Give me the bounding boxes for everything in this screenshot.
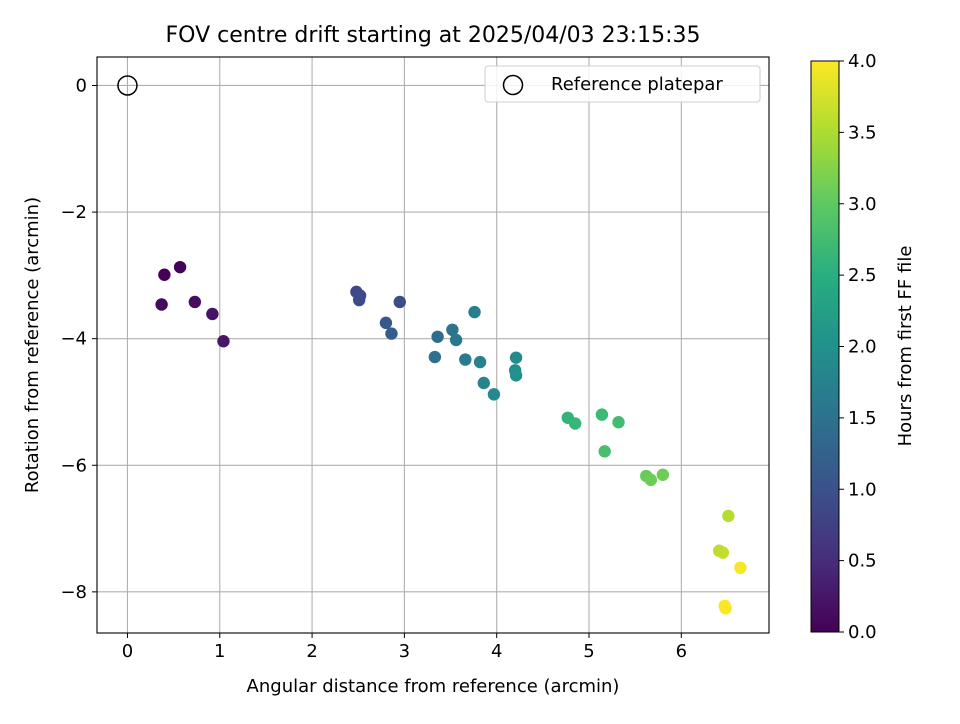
data-point: [379, 316, 393, 330]
data-point: [385, 327, 398, 340]
y-tick-label: 0: [76, 75, 87, 96]
colorbar-tick-label: 2.5: [848, 265, 877, 286]
data-point: [468, 305, 481, 319]
plot-area-frame: [96, 56, 770, 634]
chart-title: FOV centre drift starting at 2025/04/03 …: [166, 23, 701, 48]
x-tick-label: 2: [306, 641, 317, 662]
colorbar-tick-label: 0.0: [848, 622, 877, 643]
data-point: [612, 416, 625, 429]
colorbar-tick-label: 2.0: [848, 337, 877, 358]
data-point: [656, 468, 670, 481]
data-point: [431, 330, 444, 343]
data-point: [449, 333, 463, 347]
x-tick-label: 6: [676, 641, 687, 662]
data-point: [155, 298, 168, 311]
reference-marker: [117, 75, 138, 96]
data-point: [734, 561, 747, 575]
data-point: [217, 335, 230, 348]
data-point: [509, 369, 523, 382]
colorbar-gradient: [810, 60, 840, 633]
data-point: [188, 295, 202, 309]
colorbar-tick-label: 3.5: [848, 122, 877, 143]
y-axis-label: Rotation from reference (arcmin): [22, 197, 43, 493]
y-tick-label: −2: [60, 202, 87, 223]
data-point: [428, 350, 442, 364]
data-point: [173, 260, 187, 274]
data-point: [393, 295, 406, 309]
data-point: [487, 388, 501, 401]
x-axis-ticks: 0 1 2 3 4 5 6: [122, 633, 687, 662]
colorbar-ticks: 0.0 0.5 1.0 1.5 2.0 2.5 3.0 3.5 4.0: [839, 51, 877, 643]
data-point: [509, 351, 523, 364]
x-tick-label: 5: [583, 641, 594, 662]
data-point: [446, 323, 459, 337]
colorbar-tick-label: 1.5: [848, 408, 877, 429]
colorbar-tick-label: 4.0: [848, 51, 877, 72]
colorbar-tick-label: 3.0: [848, 194, 877, 215]
colorbar-label: Hours from first FF file: [895, 246, 916, 447]
data-point: [158, 268, 171, 281]
legend-reference-marker: [502, 74, 524, 96]
data-point: [568, 417, 582, 430]
data-point: [459, 353, 472, 366]
colorbar-tick-label: 0.5: [848, 551, 877, 572]
data-point: [473, 355, 487, 369]
data-point: [598, 445, 611, 458]
x-axis-label: Angular distance from reference (arcmin): [247, 676, 620, 697]
data-point: [719, 602, 732, 615]
data-point: [206, 307, 219, 321]
data-point: [352, 293, 366, 307]
data-point: [477, 376, 490, 390]
y-tick-label: −4: [60, 329, 87, 350]
legend: Reference platepar: [484, 65, 761, 103]
data-points: [117, 75, 747, 615]
y-tick-label: −8: [60, 582, 87, 603]
x-tick-label: 0: [122, 641, 133, 662]
data-point: [595, 408, 609, 421]
x-tick-label: 3: [399, 641, 410, 662]
data-point: [644, 473, 658, 487]
x-tick-label: 4: [491, 641, 502, 662]
data-point: [722, 509, 735, 523]
colorbar-tick-label: 1.0: [848, 479, 877, 500]
legend-label-reference: Reference platepar: [551, 74, 723, 95]
grid-lines: [97, 57, 769, 633]
x-tick-label: 1: [214, 641, 225, 662]
y-tick-label: −6: [60, 455, 87, 476]
legend-box: [484, 65, 761, 103]
colorbar: 0.0 0.5 1.0 1.5 2.0 2.5 3.0 3.5 4.0 Hours from f…: [810, 51, 916, 643]
y-axis-ticks: 0 −2 −4 −6 −8: [60, 75, 97, 603]
data-point: [716, 546, 730, 559]
